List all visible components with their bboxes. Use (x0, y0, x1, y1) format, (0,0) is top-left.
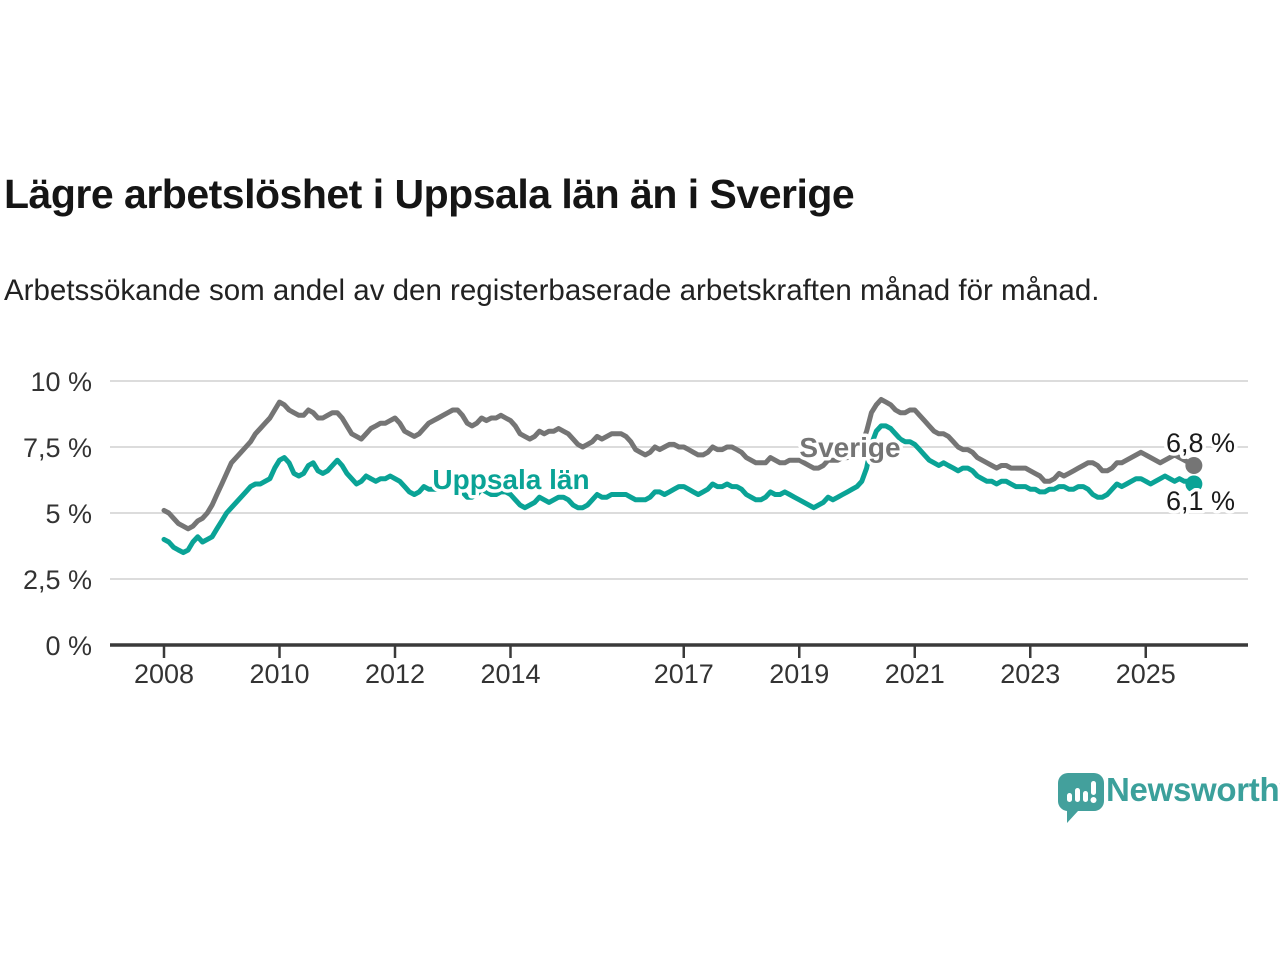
x-axis-tick-label: 2014 (480, 659, 540, 689)
x-axis-tick-label: 2023 (1000, 659, 1060, 689)
newsworthy-branding: Newsworthy (1056, 771, 1280, 831)
series-end-dot (1185, 456, 1203, 474)
unemployment-line-chart: 0 % 2,5 % 5 % 7,5 % 10 % 2008 2010 2012 2014 2017… (23, 367, 1248, 689)
x-axis-tick-label: 2008 (134, 659, 194, 689)
x-axis-tick-label: 2021 (885, 659, 945, 689)
newsworthy-logo-icon (1058, 773, 1104, 823)
y-axis-tick-label: 7,5 % (23, 433, 92, 463)
series-end-value-label: 6,1 % (1166, 486, 1235, 516)
y-axis-tick-label: 2,5 % (23, 565, 92, 595)
y-axis-tick-label: 5 % (45, 499, 92, 529)
y-axis-tick-label: 10 % (30, 367, 92, 397)
x-axis-tick-label: 2010 (249, 659, 309, 689)
series-end-dot (1185, 475, 1203, 493)
series-label: Sverige (799, 432, 900, 463)
x-axis-tick-label: 2017 (654, 659, 714, 689)
newsworthy-wordmark: Newsworthy (1106, 771, 1280, 808)
y-axis-tick-label: 0 % (45, 631, 92, 661)
x-axis-tick-label: 2019 (769, 659, 829, 689)
chart-title: Lägre arbetslöshet i Uppsala län än i Sv… (4, 171, 855, 218)
series-line-sverige (161, 397, 1197, 532)
series-end-value-label: 6,8 % (1166, 428, 1235, 458)
x-axis-tick-label: 2025 (1116, 659, 1176, 689)
chart-subtitle: Arbetssökande som andel av den registerb… (4, 273, 1100, 307)
series-label: Uppsala län (432, 464, 589, 495)
x-axis-tick-label: 2012 (365, 659, 425, 689)
series-line-uppsala-län (161, 423, 1197, 556)
